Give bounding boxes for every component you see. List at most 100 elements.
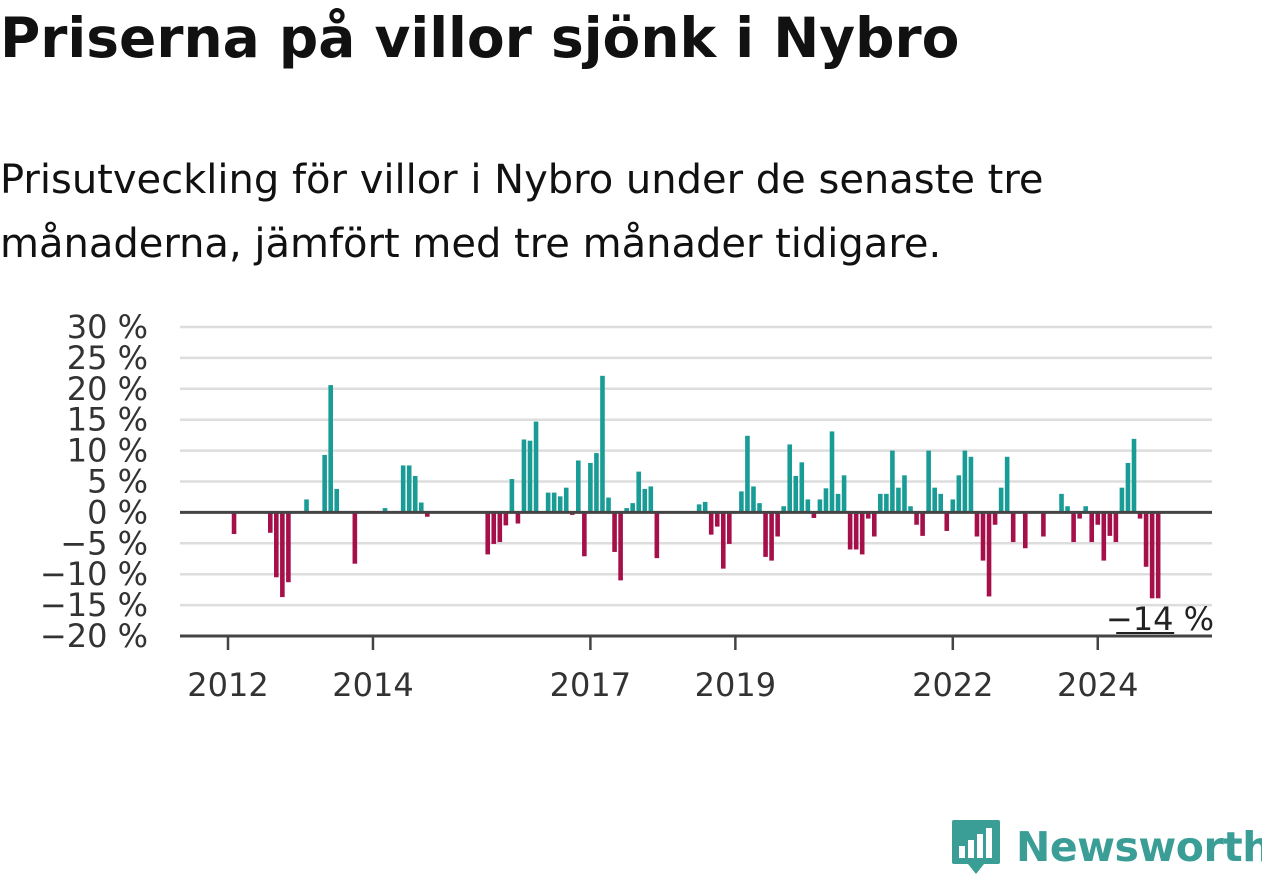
bar: [1089, 512, 1095, 543]
bar: [545, 492, 551, 513]
bar: [425, 512, 430, 517]
bar: [720, 512, 726, 569]
bar: [962, 450, 968, 513]
bar: [1101, 512, 1107, 561]
bar: [745, 435, 750, 513]
bar: [865, 512, 871, 519]
bars: [231, 375, 1161, 599]
bar: [594, 453, 599, 513]
chart-subtitle: Prisutveckling för villor i Nybro under …: [0, 157, 1044, 267]
bar: [322, 454, 327, 513]
bar: [1022, 512, 1028, 549]
bar: [497, 512, 503, 543]
bar: [1083, 506, 1088, 513]
bar: [811, 512, 817, 518]
bar: [533, 421, 539, 513]
bar: [509, 479, 515, 513]
y-tick-label: −20 %: [40, 617, 148, 655]
bar: [926, 450, 931, 513]
bar: [853, 512, 859, 550]
bar: [787, 444, 793, 513]
bar: [920, 512, 925, 536]
x-tick-label: 2012: [187, 666, 268, 700]
bar: [624, 508, 629, 513]
bar: [871, 512, 877, 537]
bar: [1071, 512, 1076, 543]
bar: [938, 493, 944, 513]
bar: [1059, 493, 1064, 513]
bar: [1143, 512, 1149, 567]
bar: [829, 431, 835, 513]
y-tick-label: 10 %: [67, 432, 148, 470]
bar: [914, 512, 919, 525]
y-tick-label: 0 %: [87, 493, 148, 531]
x-tick-label: 2014: [332, 666, 413, 700]
bar: [841, 475, 847, 513]
bar: [956, 475, 962, 513]
bar: [267, 512, 273, 533]
bar: [418, 502, 424, 513]
bar: [515, 512, 521, 524]
bar: [823, 488, 829, 513]
bar: [654, 512, 660, 559]
bar: [817, 499, 823, 513]
bar: [576, 460, 581, 513]
y-tick-label: −5 %: [60, 524, 148, 562]
y-tick-label: 20 %: [67, 370, 148, 408]
bar: [382, 508, 388, 513]
bar: [968, 456, 974, 513]
bar: [793, 475, 799, 513]
bar: [485, 512, 491, 555]
bar: [1107, 512, 1113, 536]
bar: [600, 375, 605, 513]
bar: [1137, 512, 1143, 519]
bar: [992, 512, 998, 525]
bar: [714, 512, 720, 527]
bar: [781, 506, 786, 513]
x-tick-label: 2019: [695, 666, 776, 700]
bar: [751, 486, 756, 513]
bar: [642, 488, 648, 513]
bar: [304, 499, 309, 513]
bar: [847, 512, 853, 550]
y-tick-label: −15 %: [40, 586, 148, 624]
bar: [618, 512, 623, 581]
bar: [986, 512, 992, 597]
bar: [805, 499, 811, 513]
gridlines: [180, 325, 1212, 607]
bar: [902, 475, 907, 513]
newsworthy-chart-icon: [952, 820, 1000, 874]
bar: [563, 487, 569, 513]
bar: [1119, 487, 1125, 513]
bar: [1004, 456, 1010, 513]
bar: [998, 487, 1004, 513]
bar: [1131, 438, 1137, 513]
bar: [775, 512, 780, 537]
brand-name: Newsworthy: [1016, 823, 1262, 871]
bar: [702, 501, 708, 513]
bar: [274, 512, 279, 578]
bar: [557, 496, 563, 513]
bar: [878, 493, 883, 513]
bar: [727, 512, 732, 544]
bar: [328, 385, 333, 513]
annotation: −14 %: [1106, 600, 1214, 638]
x-tick-label: 2024: [1057, 666, 1138, 700]
bar: [1065, 506, 1070, 513]
bar: [1010, 512, 1016, 543]
bar: [521, 439, 527, 513]
bar: [606, 497, 611, 513]
bar: [527, 440, 533, 513]
bar: [636, 471, 642, 513]
bar: [406, 465, 412, 513]
bar: [612, 512, 617, 552]
bar: [950, 499, 956, 513]
bar: [503, 512, 509, 526]
bar: [1041, 512, 1046, 537]
bar: [334, 488, 340, 513]
bar: [739, 491, 744, 513]
x-tick-label: 2022: [912, 666, 993, 700]
x-axis-labels: 2012 2014 2017 2019 2022 2024: [187, 636, 1138, 700]
bar: [280, 512, 285, 598]
y-tick-label: −10 %: [40, 555, 148, 593]
